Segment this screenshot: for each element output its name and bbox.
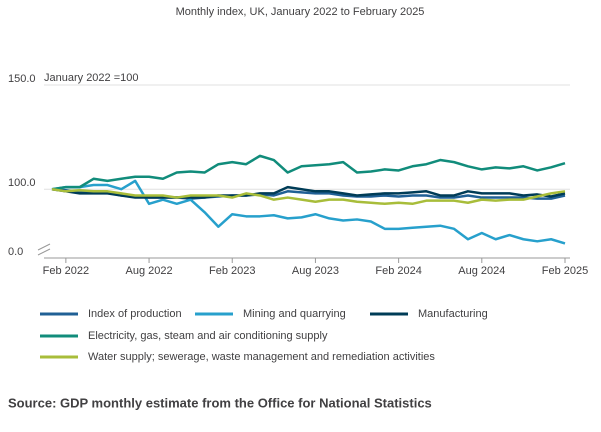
legend-label: Water supply; sewerage, waste management…	[88, 351, 435, 363]
x-tick-label: Aug 2022	[125, 265, 172, 277]
series-line	[51, 179, 566, 245]
source: Source: GDP monthly estimate from the Of…	[8, 395, 432, 410]
series-line	[51, 154, 566, 191]
chart-subtitle: Monthly index, UK, January 2022 to Febru…	[176, 6, 425, 18]
legend-label: Index of production	[88, 308, 182, 320]
series-line	[51, 185, 566, 199]
y-tick-label: 0.0	[8, 246, 23, 258]
series-line	[51, 187, 566, 206]
x-tick-label: Feb 2025	[542, 265, 588, 277]
x-tick-label: Feb 2022	[43, 265, 89, 277]
x-tick-label: Aug 2023	[292, 265, 339, 277]
x-tick-label: Aug 2024	[458, 265, 505, 277]
legend-label: Mining and quarrying	[243, 308, 346, 320]
x-tick-label: Feb 2023	[209, 265, 255, 277]
y-tick-label: 100.0	[8, 177, 36, 189]
axis-break	[37, 243, 51, 251]
axis-break	[37, 248, 51, 256]
y-tick-label: 150.0	[8, 73, 36, 85]
legend-label: Electricity, gas, steam and air conditio…	[88, 330, 328, 342]
y-axis-label: January 2022 =100	[44, 72, 139, 84]
legend-label: Manufacturing	[418, 308, 488, 320]
x-tick-label: Feb 2024	[375, 265, 421, 277]
